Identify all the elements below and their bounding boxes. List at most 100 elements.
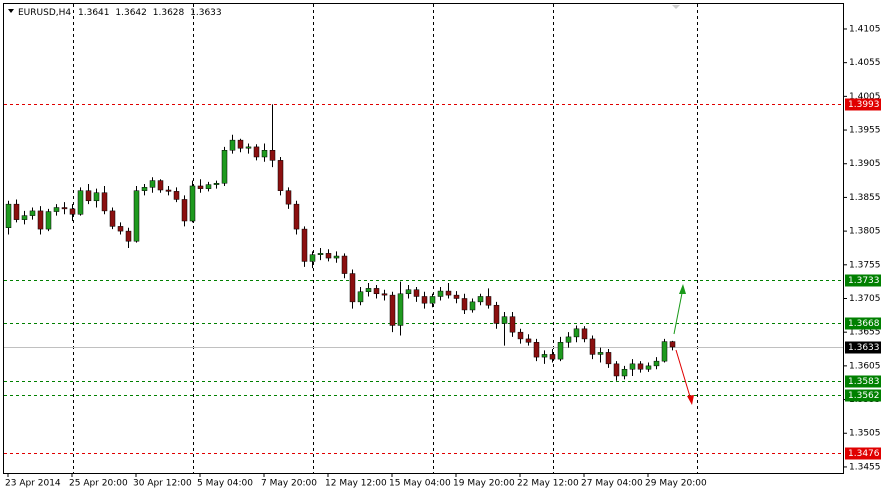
x-tick-label: 29 May 20:00 <box>645 479 707 489</box>
candle-body <box>5 203 12 228</box>
candle-body <box>213 183 220 185</box>
candle-body <box>549 354 556 360</box>
levels <box>4 104 843 454</box>
candle-body <box>205 184 212 189</box>
candle-body <box>293 203 300 230</box>
arrows <box>673 284 694 405</box>
candle-body <box>573 328 580 338</box>
candle-body <box>341 255 348 274</box>
candle-body <box>581 328 588 340</box>
candle-body <box>645 365 652 370</box>
candle-body <box>85 190 92 202</box>
candle-body <box>421 296 428 304</box>
candle-body <box>77 190 84 215</box>
candle-body <box>269 150 276 161</box>
y-tick-label: 1.4105 <box>849 24 881 34</box>
price-label-box <box>845 317 881 330</box>
price-label-box <box>845 389 881 402</box>
candle-body <box>45 211 52 230</box>
candle-body <box>21 215 28 220</box>
candle-body <box>517 331 524 340</box>
x-tick-label: 23 Apr 2014 <box>5 479 61 489</box>
candle-body <box>37 210 44 230</box>
candle-body <box>261 150 268 158</box>
candle-body <box>669 341 676 348</box>
y-tick-label: 1.4055 <box>849 58 881 68</box>
candle-body <box>117 226 124 232</box>
price-label: 1.3476 <box>848 449 880 459</box>
candle-body <box>533 342 540 358</box>
candle-body <box>13 203 20 220</box>
price-label: 1.3993 <box>848 100 880 110</box>
candle-body <box>181 199 188 222</box>
y-tick-label: 1.3505 <box>849 429 881 439</box>
candle-body <box>277 160 284 191</box>
last-high: 1.3642 <box>115 8 147 18</box>
shift-marker <box>672 5 680 9</box>
chart-header: EURUSD,H4 1.3641 1.3642 1.3628 1.3633 <box>18 8 222 18</box>
price-label: 1.3733 <box>848 276 880 286</box>
separators <box>73 4 698 473</box>
y-tick-label: 1.3855 <box>849 193 881 203</box>
up-arrow-head <box>679 284 686 294</box>
candle-body <box>165 189 172 192</box>
candle-body <box>93 192 100 202</box>
price-label-box <box>845 341 881 354</box>
down-arrow-head <box>687 395 694 405</box>
x-tick-label: 12 May 12:00 <box>325 479 387 489</box>
candle-body <box>589 338 596 355</box>
candle-body <box>245 146 252 149</box>
menu-triangle[interactable] <box>8 9 14 13</box>
candle-body <box>413 289 420 297</box>
x-tick-label: 25 Apr 20:00 <box>69 479 128 489</box>
candle-body <box>173 191 180 200</box>
last-low: 1.3628 <box>153 8 185 18</box>
candle-body <box>477 296 484 303</box>
candle-body <box>461 298 468 311</box>
candle-body <box>285 190 292 205</box>
y-tick-label: 1.3805 <box>849 227 881 237</box>
candle-body <box>365 288 372 293</box>
candle-body <box>253 146 260 158</box>
candle-body <box>221 150 228 184</box>
y-tick-label: 1.4005 <box>849 92 881 102</box>
candle-body <box>509 316 516 333</box>
x-tick-label: 7 May 20:00 <box>261 479 317 489</box>
candle-body <box>405 289 412 295</box>
price-label-box <box>845 274 881 287</box>
x-tick-label: 27 May 04:00 <box>581 479 643 489</box>
last-open: 1.3641 <box>78 8 110 18</box>
candle-body <box>653 360 660 367</box>
candle-body <box>605 352 612 365</box>
candle-body <box>565 336 572 343</box>
candle-body <box>445 290 452 296</box>
candle-body <box>197 185 204 189</box>
candle-body <box>629 363 636 370</box>
y-tick-label: 1.3755 <box>849 260 881 270</box>
up-arrow <box>673 287 684 335</box>
y-tick-label: 1.3705 <box>849 294 881 304</box>
candle-body <box>109 210 116 227</box>
candle-body <box>189 185 196 222</box>
y-tick-label: 1.3905 <box>849 159 881 169</box>
x-tick-label: 30 Apr 12:00 <box>133 479 192 489</box>
candle-body <box>485 296 492 306</box>
candle-body <box>389 294 396 326</box>
candle-body <box>101 192 108 212</box>
symbol: EURUSD,H4 <box>18 8 71 18</box>
price-label: 1.3562 <box>848 391 880 401</box>
candle-body <box>29 210 36 216</box>
y-tick-label: 1.3605 <box>849 361 881 371</box>
price-label: 1.3668 <box>848 319 880 329</box>
candle-body <box>69 208 76 215</box>
candle-body <box>325 253 332 259</box>
x-tick-label: 5 May 04:00 <box>197 479 253 489</box>
candle-body <box>317 253 324 255</box>
down-arrow <box>675 349 692 401</box>
candles <box>5 104 676 381</box>
y-tick-label: 1.3655 <box>849 328 881 338</box>
candle-body <box>613 363 620 377</box>
price-label-box <box>845 375 881 388</box>
